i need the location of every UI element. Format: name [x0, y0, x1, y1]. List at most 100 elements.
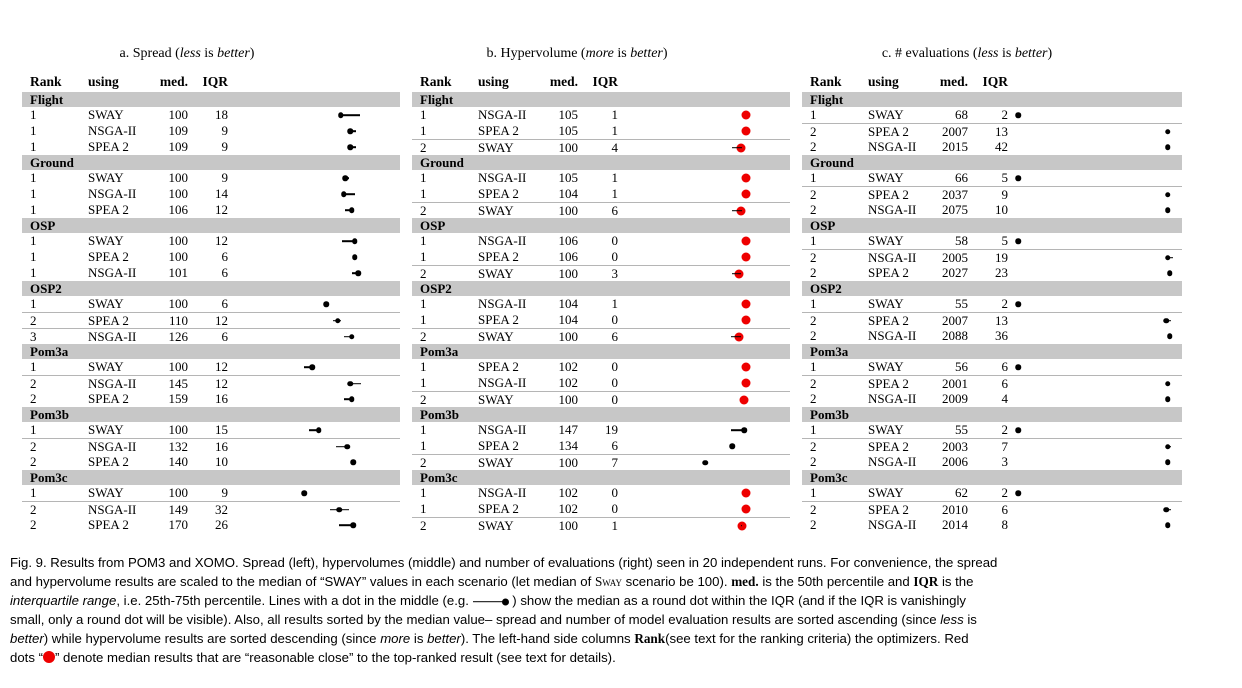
iqr-cell: 3: [611, 266, 619, 281]
median-dot: [1165, 443, 1171, 450]
median-cell: 102: [558, 501, 579, 516]
rank-cell: 1: [810, 107, 817, 122]
iqr-plot: [238, 296, 396, 312]
rank-cell: 2: [810, 454, 817, 469]
iqr-cell: 6: [221, 296, 229, 311]
caption-text: med.: [731, 574, 759, 589]
iqr-plot: [1008, 296, 1178, 312]
rank-cell: 1: [420, 438, 427, 453]
table-row: 2 NSGA-II 2015 42: [802, 139, 1182, 155]
table-row: 2 SPEA 2 2010 6: [802, 501, 1182, 517]
median-dot: [1163, 317, 1169, 324]
rank-cell: 1: [420, 312, 427, 327]
optimizer-cell: SWAY: [478, 392, 514, 407]
table-row: 1 NSGA-II 105 1: [412, 107, 790, 123]
scenario-header: OSP2: [22, 281, 400, 296]
rank-cell: 1: [30, 485, 37, 500]
caption-line: Fig. 9. Results from POM3 and XOMO. Spre…: [10, 553, 1234, 572]
table-row: 1 NSGA-II 102 0: [412, 485, 790, 501]
optimizer-cell: SPEA 2: [88, 139, 129, 154]
median-cell: 106: [168, 202, 189, 217]
median-cell: 100: [168, 422, 189, 437]
table-row: 2 NSGA-II 2005 19: [802, 249, 1182, 265]
iqr-plot: [618, 518, 786, 533]
iqr-line: [343, 398, 352, 400]
caption-text: better: [10, 631, 44, 646]
iqr-plot: [618, 296, 786, 312]
optimizer-cell: SWAY: [868, 422, 904, 437]
panel-title-segment: c. # evaluations (: [881, 46, 978, 61]
iqr-plot: [618, 312, 786, 328]
iqr-plot: [238, 376, 396, 391]
median-cell: 100: [168, 107, 189, 122]
rank-cell: 1: [420, 123, 427, 138]
median-dot: [1165, 191, 1171, 198]
table-row: 2 NSGA-II 2075 10: [802, 202, 1182, 218]
iqr-line: [350, 382, 362, 385]
median-dot: [1165, 254, 1171, 261]
iqr-cell: 0: [611, 249, 619, 264]
iqr-plot: [238, 313, 396, 328]
rank-cell: 1: [30, 359, 37, 374]
median-dot: [1015, 175, 1021, 181]
median-cell: 106: [558, 249, 579, 264]
iqr-cell: 6: [611, 203, 619, 218]
optimizer-cell: NSGA-II: [478, 233, 527, 248]
iqr-line: [730, 429, 744, 431]
table-row: 2 SPEA 2 2001 6: [802, 375, 1182, 391]
iqr-plot: [238, 202, 396, 218]
iqr-plot: [238, 139, 396, 155]
iqr-line: [339, 524, 354, 526]
iqr-plot: [1008, 265, 1178, 281]
optimizer-cell: NSGA-II: [868, 517, 917, 532]
panel-title-segment: better: [217, 46, 250, 61]
iqr-plot: [238, 485, 396, 501]
median-dot: [342, 175, 349, 181]
optimizer-cell: NSGA-II: [478, 107, 527, 122]
median-cell: 100: [168, 186, 189, 201]
iqr-plot: [1008, 454, 1178, 470]
caption-text: Rank: [634, 631, 666, 646]
rank-cell: 2: [30, 313, 37, 328]
optimizer-cell: SWAY: [478, 266, 514, 281]
median-cell: 149: [168, 502, 189, 517]
iqr-cell: 12: [215, 202, 228, 217]
median-dot: [355, 270, 361, 276]
median-cell: 126: [168, 329, 189, 344]
scenario-header: OSP: [22, 218, 400, 233]
rank-cell: 1: [420, 485, 427, 500]
median-dot: [1163, 506, 1169, 513]
rank-cell: 2: [420, 392, 427, 407]
rank-cell: 2: [30, 439, 37, 454]
panel-title-segment: is: [200, 46, 218, 61]
iqr-plot: [618, 170, 786, 186]
table-row: 2 SPEA 2 110 12: [22, 312, 400, 328]
iqr-plot: [1008, 328, 1178, 344]
table-row: 1 SWAY 100 15: [22, 422, 400, 438]
rank-cell: 2: [810, 124, 817, 139]
median-dot: [1166, 333, 1173, 339]
rank-cell: 2: [30, 502, 37, 517]
median-dot: [741, 299, 751, 309]
iqr-cell: 6: [221, 329, 229, 344]
optimizer-cell: NSGA-II: [478, 296, 527, 311]
iqr-cell: 12: [215, 376, 228, 391]
median-dot: [739, 395, 749, 404]
optimizer-cell: SWAY: [88, 359, 124, 374]
scenario-header: OSP2: [412, 281, 790, 296]
optimizer-cell: SPEA 2: [88, 391, 129, 406]
iqr-cell: 2: [1001, 485, 1009, 500]
median-dot: [309, 364, 315, 370]
rank-cell: 2: [420, 329, 427, 344]
column-header-using: using: [478, 74, 509, 89]
column-header-iqr: IQR: [202, 74, 228, 89]
iqr-line: [732, 146, 743, 149]
optimizer-cell: SWAY: [868, 233, 904, 248]
optimizer-cell: SPEA 2: [478, 249, 519, 264]
iqr-plot: [238, 517, 396, 533]
iqr-cell: 12: [215, 233, 228, 248]
optimizer-cell: NSGA-II: [868, 139, 917, 154]
iqr-plot: [1008, 107, 1178, 123]
table-row: 2 SWAY 100 6: [412, 328, 790, 344]
median-dot: [323, 301, 330, 307]
